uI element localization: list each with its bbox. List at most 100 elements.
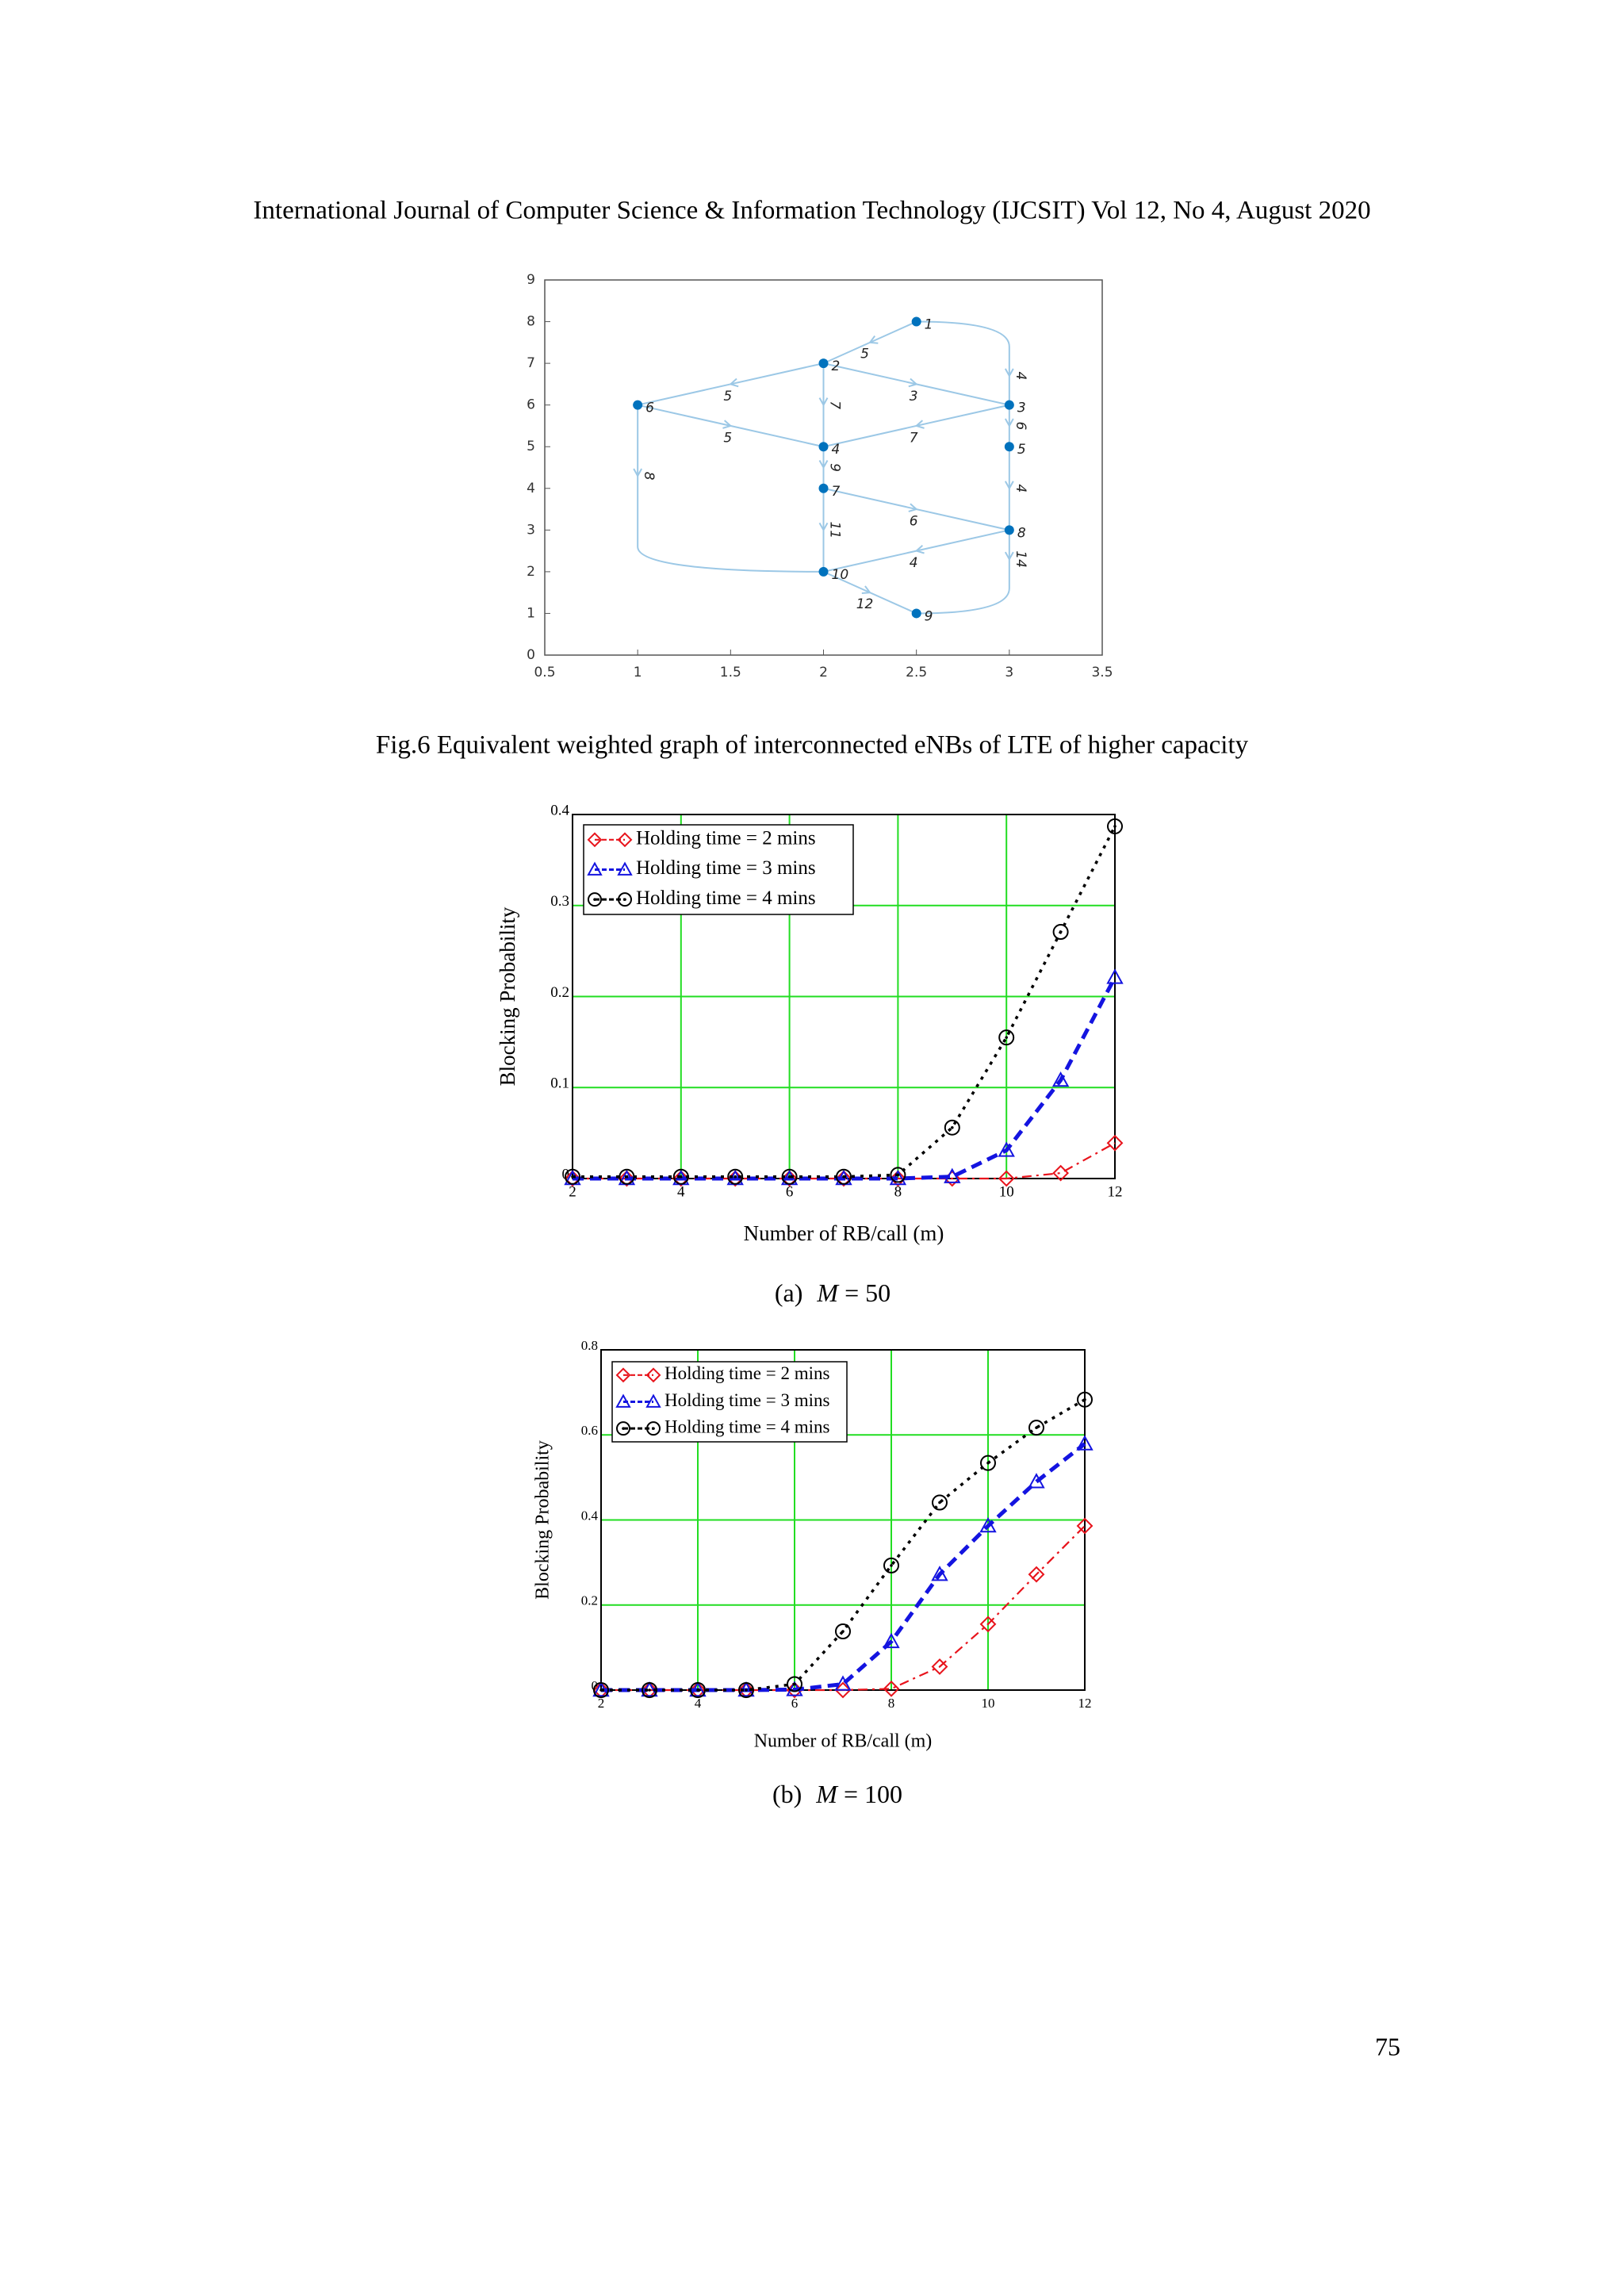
- marker: [619, 1168, 635, 1185]
- marker: [727, 1168, 744, 1185]
- edge-arrow: [914, 420, 925, 429]
- legend-label: Holding time = 3 mins: [636, 857, 816, 879]
- legend-marker: [645, 1367, 661, 1383]
- marker-dot: [648, 1688, 651, 1692]
- node-label: 5: [1017, 442, 1026, 458]
- node-label: 7: [832, 484, 841, 500]
- caption-text: = 50: [845, 1278, 891, 1307]
- marker: [998, 1029, 1015, 1046]
- node: [818, 358, 829, 369]
- y-tick-label: 8: [527, 314, 535, 330]
- x-tick-label: 12: [1108, 1183, 1123, 1200]
- caption-label: (b): [772, 1780, 802, 1808]
- marker: [1106, 968, 1124, 984]
- y-tick-label: 6: [527, 397, 535, 413]
- series-line: [601, 1442, 1086, 1692]
- edge-arrow: [1004, 368, 1014, 378]
- edge-weight: 4: [910, 555, 918, 571]
- caption-symbol: M: [815, 1780, 839, 1808]
- marker-dot: [733, 1175, 737, 1179]
- legend-marker: [587, 861, 603, 876]
- y-tick-label: 7: [527, 355, 535, 371]
- marker: [998, 1170, 1015, 1187]
- marker-dot: [1005, 1036, 1008, 1039]
- edge: [916, 320, 1010, 405]
- marker-dot: [841, 1630, 845, 1633]
- marker-dot: [787, 1175, 791, 1179]
- marker: [593, 1682, 609, 1698]
- marker-dot: [938, 1501, 941, 1504]
- x-tick-label: 6: [791, 1696, 799, 1711]
- legend-marker: [587, 832, 603, 848]
- marker: [834, 1675, 852, 1691]
- x-tick-label: 2: [598, 1696, 605, 1711]
- y-tick-label: 0.8: [581, 1338, 598, 1353]
- series-line: [601, 1398, 1086, 1692]
- marker: [931, 1566, 948, 1581]
- marker: [998, 1141, 1015, 1157]
- marker-dot: [986, 1461, 990, 1465]
- marker: [618, 1170, 635, 1187]
- y-axis-label: Blocking Probability: [533, 1440, 553, 1600]
- marker: [883, 1557, 899, 1573]
- marker: [786, 1681, 803, 1696]
- edge-arrow: [1004, 551, 1014, 562]
- edge-weight: 6: [1013, 422, 1028, 431]
- marker-dot: [652, 1427, 655, 1430]
- marker: [738, 1682, 754, 1698]
- marker: [1076, 1435, 1094, 1451]
- edge-arrow: [868, 335, 879, 344]
- marker-dot: [593, 898, 596, 901]
- legend-label: Holding time = 3 mins: [665, 1390, 830, 1410]
- edge-weight: 4: [1013, 484, 1028, 493]
- node-label: 6: [645, 401, 654, 416]
- marker: [944, 1119, 960, 1136]
- node: [1004, 400, 1014, 410]
- marker-dot: [1083, 1397, 1086, 1401]
- marker-dot: [623, 898, 626, 901]
- node: [911, 316, 921, 327]
- edge-weight: 11: [827, 522, 843, 539]
- legend-marker: [615, 1393, 631, 1408]
- caption-text: = 100: [844, 1780, 902, 1808]
- page-number: 75: [1375, 2032, 1400, 2060]
- edge-weight: 12: [856, 596, 874, 612]
- caption-label: (a): [775, 1278, 803, 1307]
- x-tick-label: 1.5: [720, 665, 741, 680]
- marker: [932, 1494, 948, 1511]
- node-label: 9: [925, 608, 933, 624]
- node-label: 3: [1017, 401, 1026, 416]
- y-tick-label: 0.2: [581, 1593, 598, 1608]
- marker: [980, 1455, 996, 1471]
- edge-weight: 3: [910, 389, 918, 404]
- node-label: 10: [832, 567, 849, 583]
- caption-symbol: M: [816, 1278, 840, 1307]
- node: [633, 400, 643, 410]
- x-tick-label: 1: [634, 665, 642, 680]
- legend-marker: [618, 892, 632, 907]
- edge: [637, 404, 824, 573]
- legend-label: Holding time = 2 mins: [636, 828, 816, 849]
- node-label: 1: [925, 317, 933, 333]
- legend-marker: [617, 861, 633, 876]
- y-tick-label: 0.3: [550, 893, 569, 910]
- marker: [979, 1616, 997, 1633]
- legend-marker: [616, 1421, 630, 1436]
- x-tick-label: 8: [888, 1696, 895, 1711]
- y-tick-label: 0: [527, 647, 535, 663]
- marker-dot: [1113, 825, 1116, 828]
- y-tick-label: 5: [527, 439, 535, 454]
- edge-arrow: [908, 503, 918, 512]
- legend-marker: [645, 1393, 661, 1408]
- node: [818, 566, 829, 577]
- marker: [1051, 1071, 1070, 1087]
- marker-dot: [1035, 1426, 1038, 1429]
- marker: [781, 1168, 798, 1185]
- y-tick-label: 0.2: [550, 984, 569, 1001]
- x-tick-label: 8: [894, 1183, 902, 1200]
- marker-dot: [622, 1427, 625, 1430]
- y-tick-label: 0.1: [550, 1075, 569, 1092]
- marker-dot: [842, 1175, 845, 1179]
